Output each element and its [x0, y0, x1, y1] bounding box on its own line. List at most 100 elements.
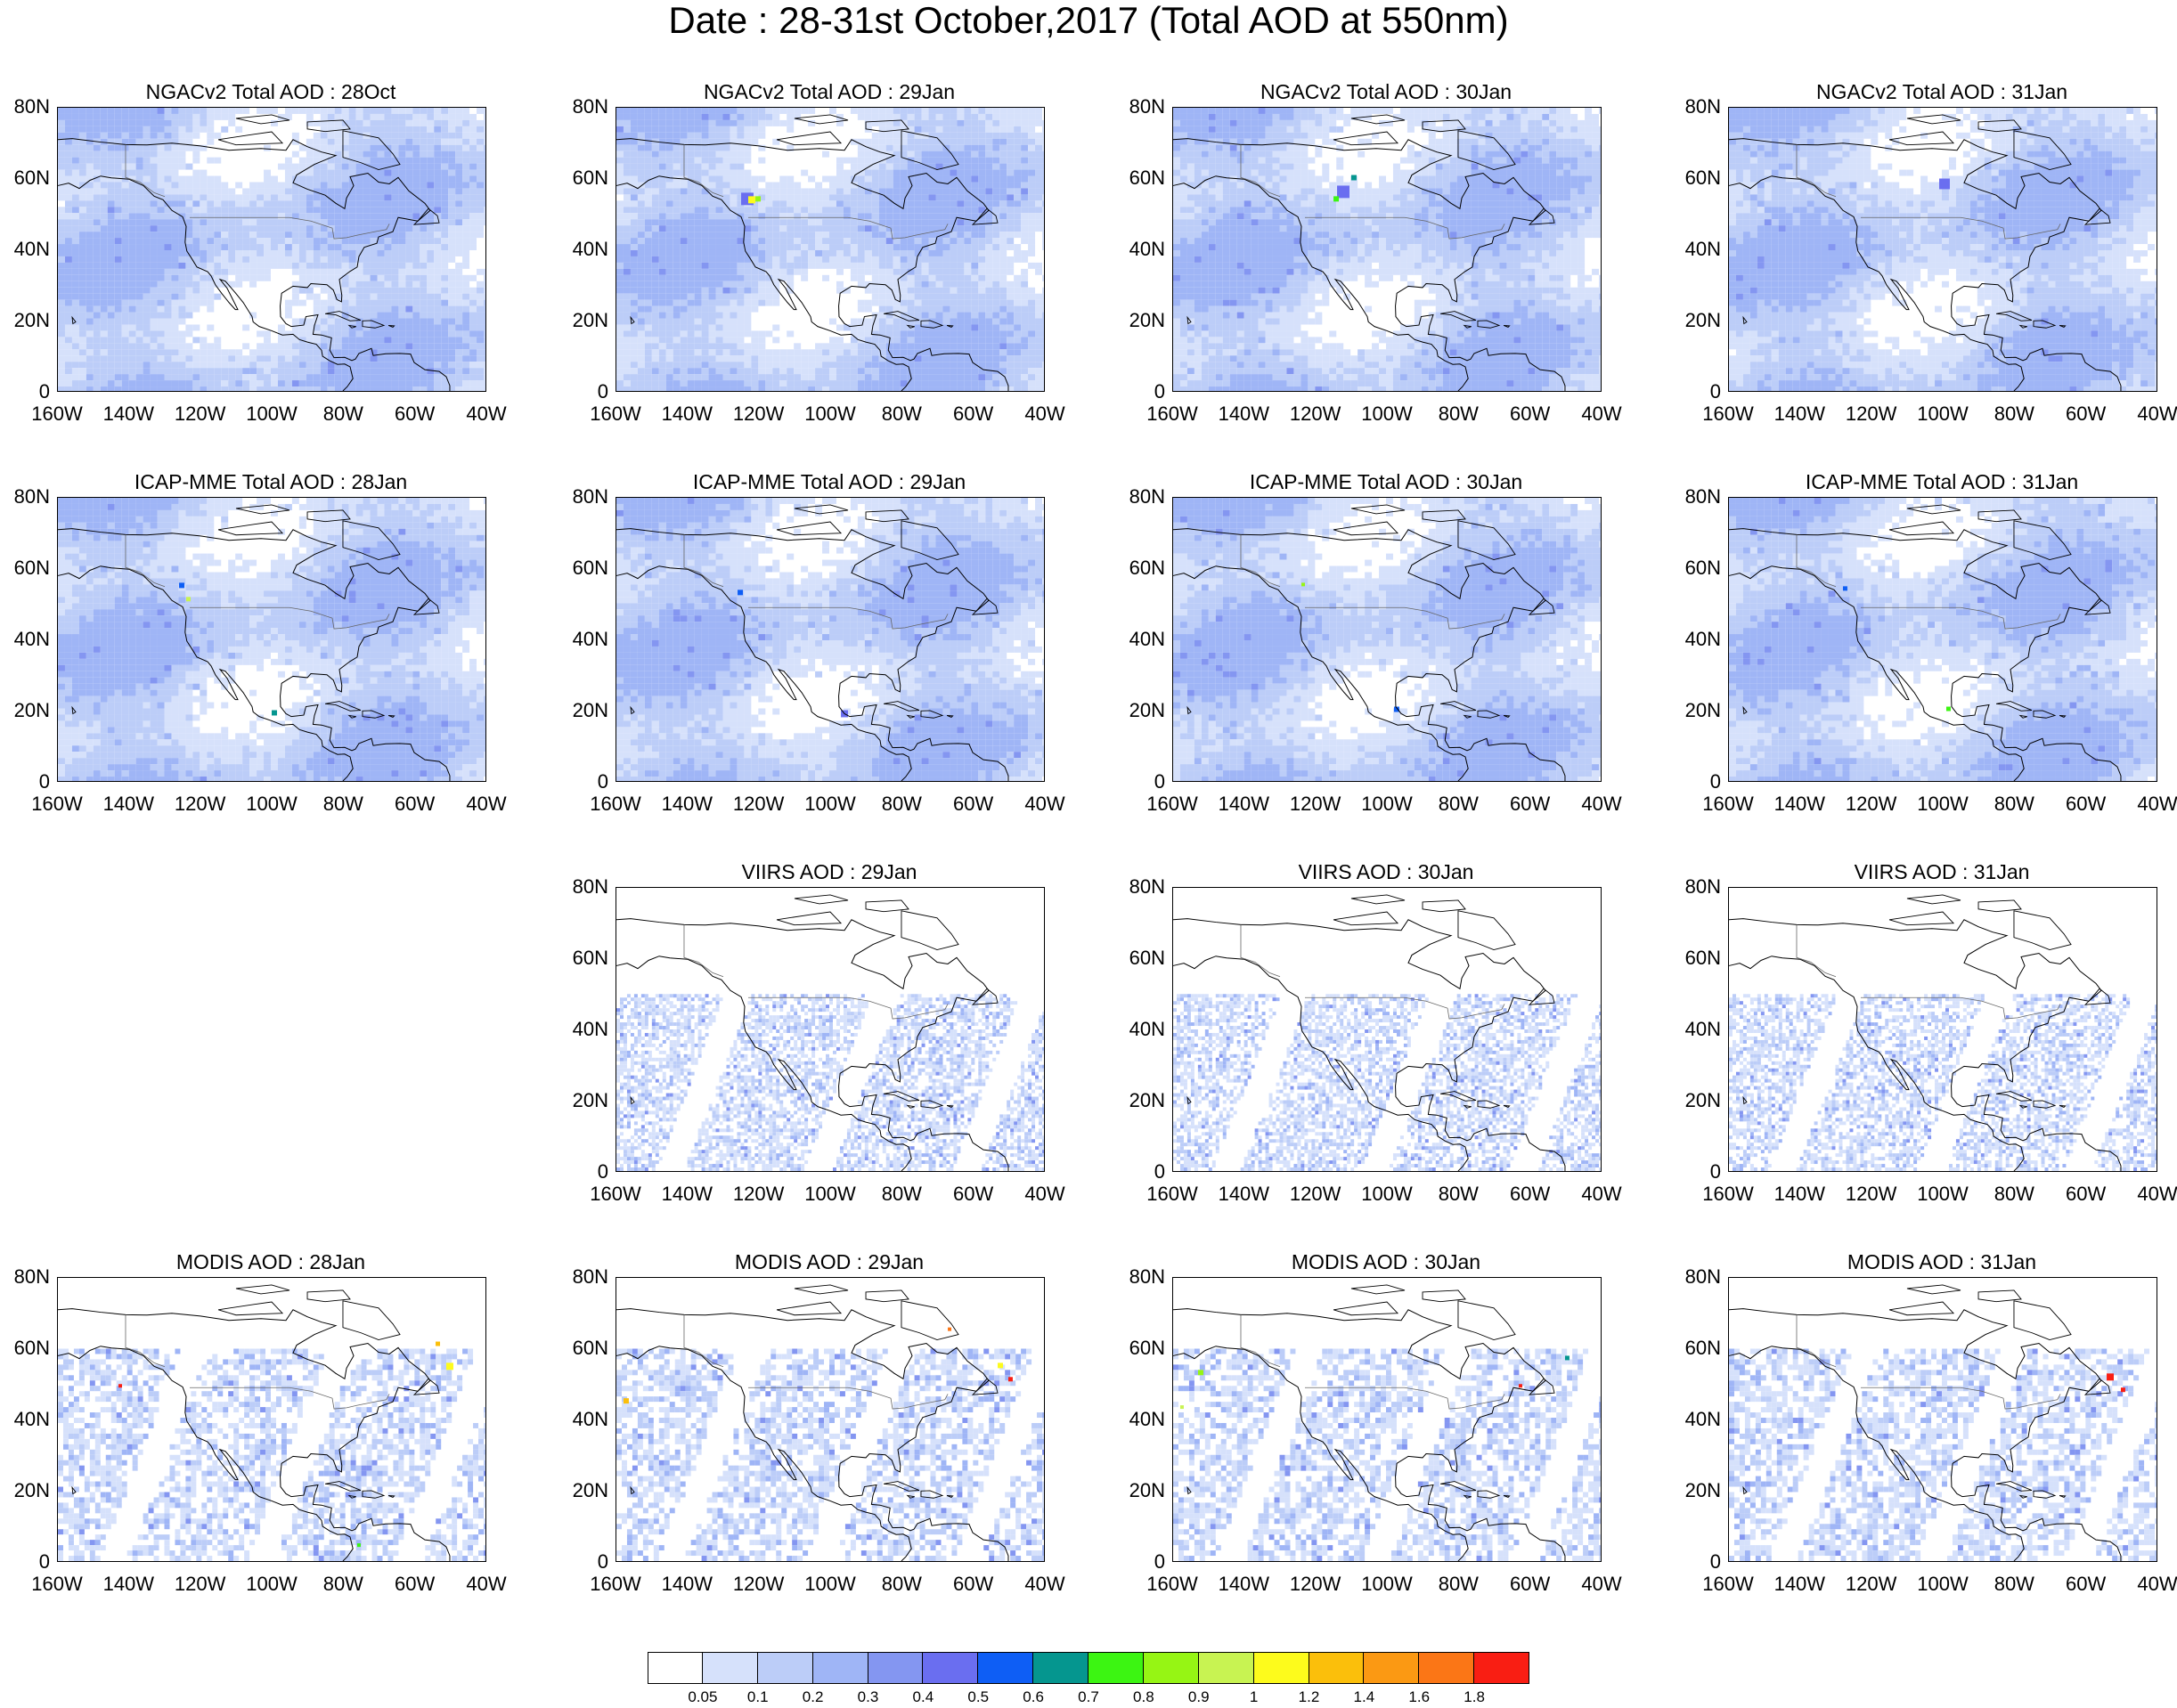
aod-cell	[964, 299, 972, 306]
aod-cell	[623, 281, 631, 288]
aod-cell	[313, 299, 321, 306]
aod-cell	[921, 330, 929, 338]
aod-cell	[143, 163, 151, 170]
aod-cell	[334, 293, 342, 300]
aod-cell	[708, 200, 716, 207]
aod-cell	[405, 256, 413, 263]
aod-cell	[420, 337, 428, 344]
aod-cell	[665, 219, 673, 226]
aod-cell	[957, 330, 965, 338]
aod-cell	[715, 132, 723, 139]
aod-cell	[192, 150, 200, 158]
aod-cell	[744, 119, 752, 126]
aod-cell	[751, 362, 759, 369]
aod-cell	[185, 200, 193, 207]
aod-cell	[257, 232, 265, 239]
aod-cell	[708, 343, 716, 350]
aod-cell	[58, 113, 65, 120]
aod-cell	[900, 225, 908, 232]
aod-cell	[623, 225, 631, 232]
aod-cell	[462, 380, 470, 387]
aod-cell	[370, 249, 378, 256]
aod-cell	[313, 355, 321, 362]
aod-cell	[885, 108, 893, 114]
aod-cell	[623, 108, 631, 114]
aod-cell	[100, 169, 108, 176]
aod-cell	[751, 274, 759, 281]
aod-cell	[992, 249, 1000, 256]
aod-cell	[334, 175, 342, 183]
aod-cell	[765, 200, 773, 207]
aod-cell	[1035, 355, 1043, 362]
aod-cell	[950, 274, 958, 281]
aod-cell	[900, 150, 908, 158]
aod-cell	[313, 274, 321, 281]
aod-cell	[185, 380, 193, 387]
aod-cell	[291, 299, 299, 306]
aod-cell	[377, 293, 385, 300]
aod-cell	[355, 305, 363, 313]
aod-cell	[822, 368, 830, 375]
aod-cell	[758, 119, 766, 126]
aod-cell	[787, 126, 795, 133]
aod-cell	[950, 262, 958, 269]
aod-cell	[694, 175, 702, 183]
aod-cell	[751, 132, 759, 139]
aod-cell	[448, 312, 456, 319]
aod-cell	[391, 132, 399, 139]
aod-cell	[907, 256, 915, 263]
aod-cell	[200, 380, 208, 387]
aod-cell	[171, 386, 179, 391]
aod-cell	[257, 108, 265, 114]
aod-cell	[384, 305, 392, 313]
aod-cell	[370, 299, 378, 306]
aod-cell	[935, 244, 943, 250]
aod-cell	[178, 274, 186, 281]
aod-cell	[637, 232, 645, 239]
aod-cell	[942, 108, 950, 114]
island-outline	[347, 324, 356, 329]
aod-cell	[484, 163, 485, 170]
aod-cell	[964, 207, 972, 214]
aod-cell	[978, 318, 986, 325]
aod-cell	[942, 330, 950, 338]
aod-cell	[964, 157, 972, 164]
aod-cell	[758, 225, 766, 232]
aod-cell	[999, 157, 1007, 164]
aod-cell	[964, 362, 972, 369]
aod-cell	[185, 287, 193, 294]
aod-cell	[1028, 362, 1036, 369]
aod-cell	[398, 225, 406, 232]
aod-cell	[914, 324, 922, 331]
aod-cell	[277, 249, 285, 256]
aod-cell	[794, 238, 802, 245]
aod-cell	[722, 299, 730, 306]
aod-cell	[164, 337, 172, 344]
aod-cell	[249, 200, 257, 207]
aod-cell	[398, 200, 406, 207]
aod-cell	[100, 144, 108, 151]
aod-cell	[907, 182, 915, 189]
aod-cell	[391, 287, 399, 294]
aod-cell	[427, 324, 435, 331]
aod-cell	[744, 374, 752, 381]
aod-cell	[200, 108, 208, 114]
aod-cell	[637, 169, 645, 176]
aod-cell	[694, 330, 702, 338]
aod-cell	[900, 293, 908, 300]
aod-cell	[900, 374, 908, 381]
aod-cell	[306, 200, 314, 207]
aod-cell	[235, 355, 243, 362]
aod-cell	[405, 324, 413, 331]
aod-cell	[284, 374, 292, 381]
aod-cell	[143, 119, 151, 126]
aod-cell	[135, 169, 143, 176]
aod-cell	[185, 330, 193, 338]
aod-cell	[893, 337, 901, 344]
aod-cell	[822, 188, 830, 195]
aod-cell	[214, 256, 222, 263]
aod-cell	[935, 374, 943, 381]
aod-cell	[93, 119, 101, 126]
aod-cell	[171, 355, 179, 362]
aod-cell	[694, 312, 702, 319]
